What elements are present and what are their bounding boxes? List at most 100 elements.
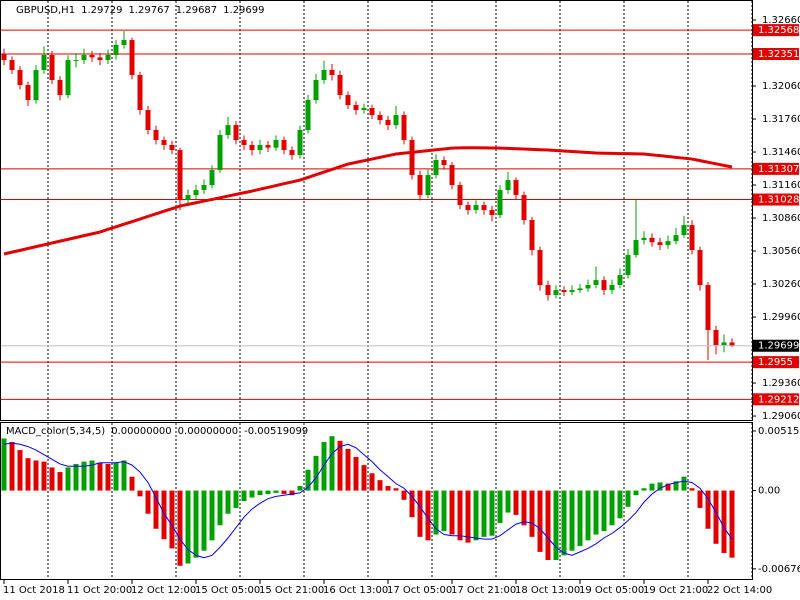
- candle-body: [649, 237, 655, 243]
- macd-bar: [361, 465, 367, 491]
- macd-bar: [9, 441, 15, 491]
- x-tick-label: 17 Oct 05:00: [387, 585, 452, 596]
- macd-bar: [329, 436, 335, 491]
- macd-bar: [593, 490, 599, 535]
- candle-body: [489, 210, 495, 216]
- candle-body: [41, 55, 47, 70]
- macd-bar: [17, 450, 23, 491]
- candle-body: [521, 195, 527, 221]
- candle-body: [705, 285, 711, 331]
- macd-bar: [321, 441, 327, 491]
- y-tick-label: 1.31460: [762, 147, 800, 158]
- macd-y-tick-label: 0.00: [758, 486, 780, 497]
- macd-bar: [601, 490, 607, 532]
- candle-body: [129, 40, 135, 76]
- current-price-label: 1.29699: [758, 341, 799, 352]
- candle-body: [337, 75, 343, 96]
- macd-readout: -0.00519099: [244, 426, 308, 437]
- macd-bar: [121, 460, 127, 491]
- macd-bar: [97, 462, 103, 491]
- candle-body: [729, 342, 735, 346]
- macd-bar: [345, 448, 351, 491]
- candle-body: [177, 150, 183, 200]
- macd-bar: [265, 490, 271, 495]
- level-label: 1.29212: [758, 394, 799, 405]
- macd-bar: [217, 490, 223, 526]
- candle-body: [81, 55, 87, 61]
- level-label-box: [753, 24, 799, 37]
- y-tick-label: 1.31160: [762, 180, 800, 191]
- y-tick-label: 1.29960: [762, 312, 800, 323]
- candle-body: [561, 290, 567, 293]
- y-tick-label: 1.30260: [762, 279, 800, 290]
- macd-bar: [425, 490, 431, 541]
- candle-body: [161, 140, 167, 145]
- macd-bar: [481, 490, 487, 537]
- macd-header: MACD_color(5,34,5) 0.00000000 0.00000000 -0…: [6, 426, 308, 437]
- macd-bar: [25, 458, 31, 491]
- candle-body: [481, 205, 487, 210]
- candle-body: [281, 140, 287, 151]
- candle-body: [201, 185, 207, 190]
- candle-body: [617, 275, 623, 286]
- macd-readout: 0.00000000: [111, 426, 171, 437]
- macd-bar: [609, 490, 615, 526]
- macd-bar: [673, 481, 679, 491]
- candle-body: [193, 189, 199, 196]
- y-tick-label: 1.29360: [762, 378, 800, 389]
- y-tick-label: 1.29060: [762, 411, 800, 422]
- macd-bar: [185, 490, 191, 564]
- candle-body: [505, 180, 511, 190]
- candle-body: [681, 225, 687, 236]
- macd-bar: [249, 490, 255, 498]
- candle-body: [473, 205, 479, 210]
- candle-body: [689, 225, 695, 251]
- x-tick-label: 22 Oct 14:00: [707, 585, 772, 596]
- candle-body: [633, 240, 639, 255]
- candle-body: [257, 144, 263, 151]
- macd-bar: [569, 490, 575, 551]
- macd-bar: [489, 490, 495, 536]
- macd-bar: [561, 490, 567, 556]
- macd-bar: [433, 490, 439, 535]
- x-tick-label: 19 Oct 05:00: [579, 585, 644, 596]
- candle-body: [385, 120, 391, 126]
- candle-body: [569, 290, 575, 293]
- macd-bar: [713, 490, 719, 544]
- macd-bar: [241, 490, 247, 501]
- macd-bar: [41, 461, 47, 491]
- macd-bar: [377, 480, 383, 491]
- macd-bar: [385, 485, 391, 491]
- macd-bar: [633, 490, 639, 496]
- macd-bar: [81, 461, 87, 491]
- macd-bar: [585, 490, 591, 541]
- macd-bar: [257, 490, 263, 496]
- y-tick-label: 1.31760: [762, 114, 800, 125]
- ohlc-close: 1.29699: [223, 5, 264, 16]
- macd-bar: [545, 490, 551, 560]
- macd-bar: [473, 490, 479, 541]
- candle-body: [713, 330, 719, 346]
- candle-body: [137, 75, 143, 111]
- candle-body: [145, 110, 151, 131]
- candle-body: [441, 160, 447, 166]
- ohlc-high: 1.29767: [128, 5, 169, 16]
- candle-body: [697, 250, 703, 286]
- macd-bar: [73, 463, 79, 491]
- candle-body: [513, 180, 519, 196]
- macd-bar: [353, 457, 359, 491]
- macd-bar: [689, 488, 695, 491]
- candle-body: [433, 160, 439, 176]
- macd-title: MACD_color(5,34,5): [6, 426, 105, 437]
- macd-bar: [145, 490, 151, 514]
- candle-body: [641, 237, 647, 241]
- macd-bar: [521, 490, 527, 526]
- macd-bar: [177, 490, 183, 566]
- macd-bar: [529, 490, 535, 537]
- macd-bar: [65, 467, 71, 491]
- candle-body: [625, 254, 631, 276]
- chart-header: GBPUSD,H1 1.29729 1.29767 1.29687 1.29699: [16, 5, 265, 16]
- macd-bar: [225, 490, 231, 514]
